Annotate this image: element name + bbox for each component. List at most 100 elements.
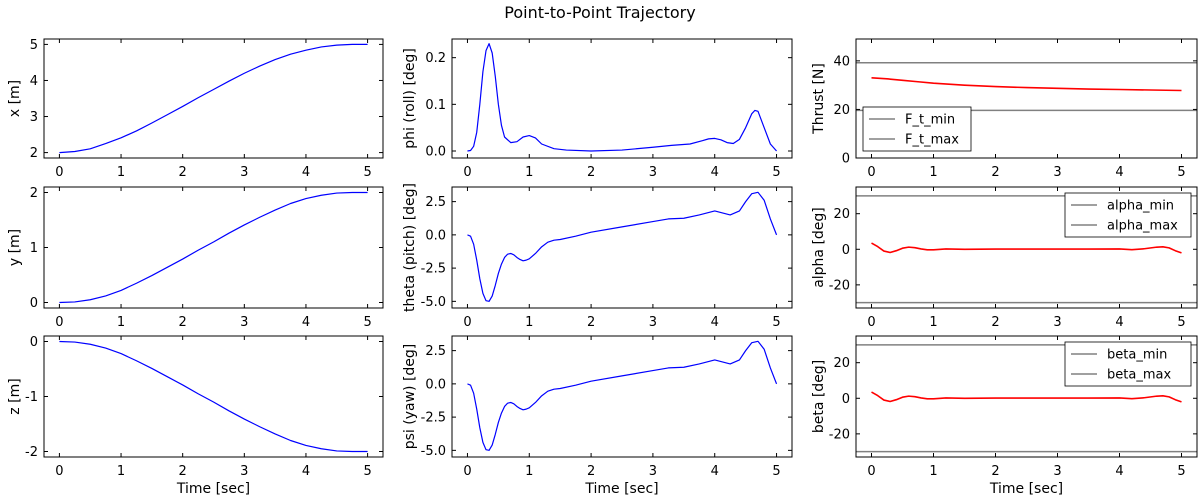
y-tick-label: 0.0 [425, 145, 446, 160]
x-tick-label: 2 [179, 464, 187, 479]
y-tick-label: 5 [30, 38, 38, 53]
axes-frame-y [43, 186, 384, 309]
series-line-alpha [871, 242, 1182, 254]
x-tick-label: 1 [117, 315, 125, 330]
x-tick-label: 4 [302, 315, 310, 330]
x-tick-label: 5 [1177, 464, 1185, 479]
series-line-z [59, 340, 368, 453]
y-axis-label-phi: phi (roll) [deg] [402, 48, 418, 149]
panel-beta: 0 1 2 3 4 5 -20 0 20 beta [deg] Time [sec] beta_min… [811, 335, 1198, 497]
y-axis-label-theta: theta (pitch) [deg] [402, 183, 418, 312]
legend-alpha: alpha_min alpha_max [1064, 192, 1192, 238]
legend-label-beta_min: beta_min [1107, 348, 1167, 363]
x-tick-label: 5 [1177, 315, 1185, 330]
series-line-beta [871, 391, 1182, 403]
panel-thrust: 0 1 2 3 4 5 0 20 40 Thrust [N] F_t_min F_t_max [811, 38, 1198, 180]
y-tick-label: -2.5 [421, 411, 446, 426]
x-axis-label-z: Time [sec] [176, 481, 250, 497]
series-line-thrust [871, 77, 1182, 92]
x-tick-label: 3 [240, 315, 248, 330]
x-tick-label: 1 [525, 464, 533, 479]
x-tick-label: 2 [587, 464, 595, 479]
x-tick-label: 5 [363, 315, 371, 330]
x-tick-label: 5 [772, 165, 780, 180]
panel-x: 0 1 2 3 4 5 2 3 4 5 x [m] [7, 38, 384, 180]
x-tick-label: 5 [772, 464, 780, 479]
y-tick-label: 20 [833, 207, 850, 222]
x-tick-label: 3 [240, 464, 248, 479]
x-tick-label: 1 [929, 315, 937, 330]
x-tick-label: 0 [55, 315, 63, 330]
axes-frame-x [43, 38, 384, 159]
y-tick-label: 0.2 [425, 51, 446, 66]
x-axis-label-beta: Time [sec] [989, 481, 1063, 497]
series-line-psi [467, 340, 778, 451]
y-tick-label: 3 [30, 110, 38, 125]
x-tick-label: 4 [302, 165, 310, 180]
y-tick-label: 0.1 [425, 98, 446, 113]
legend-box [862, 106, 972, 152]
y-tick-label: 20 [833, 103, 850, 118]
y-tick-label: 0 [30, 296, 38, 311]
y-tick-label: 0 [842, 392, 850, 407]
axes-frame-z [43, 335, 384, 458]
x-tick-label: 0 [55, 165, 63, 180]
y-axis-label-thrust: Thrust [N] [811, 63, 827, 135]
y-tick-label: 2.5 [425, 195, 446, 210]
x-tick-label: 4 [302, 464, 310, 479]
x-tick-label: 5 [363, 464, 371, 479]
x-tick-label: 1 [525, 315, 533, 330]
x-axis-label-psi: Time [sec] [584, 481, 658, 497]
figure-title: Point-to-Point Trajectory [504, 3, 695, 22]
y-tick-label: -2.5 [421, 262, 446, 277]
y-axis-label-psi: psi (yaw) [deg] [402, 344, 418, 450]
x-tick-label: 0 [867, 464, 875, 479]
x-tick-label: 0 [55, 464, 63, 479]
x-tick-label: 4 [711, 464, 719, 479]
y-axis-label-y: y [m] [7, 229, 23, 266]
axes-frame-beta [855, 335, 1198, 458]
x-tick-label: 2 [179, 165, 187, 180]
x-tick-label: 2 [991, 315, 999, 330]
x-tick-label: 1 [117, 464, 125, 479]
series-line-x [59, 43, 368, 154]
y-tick-label: -5.0 [421, 295, 446, 310]
y-tick-label: -20 [829, 427, 850, 442]
y-tick-label: 2 [30, 146, 38, 161]
panel-psi: 0 1 2 3 4 5 -5.0 -2.5 0.0 2.5 psi (yaw) [deg] Time … [402, 335, 793, 497]
legend-box [1064, 341, 1192, 387]
y-tick-label: -20 [829, 278, 850, 293]
panel-y: 0 1 2 3 4 5 0 1 2 y [m] [7, 186, 384, 330]
axes-frame-psi [451, 335, 793, 458]
panel-alpha: 0 1 2 3 4 5 -20 0 20 alpha [deg] alpha_min alpha_ma… [811, 186, 1198, 330]
y-axis-label-x: x [m] [7, 80, 23, 117]
y-tick-label: 0 [842, 152, 850, 167]
x-tick-label: 4 [711, 315, 719, 330]
y-tick-label: 2 [30, 186, 38, 201]
y-tick-label: 0.0 [425, 377, 446, 392]
x-tick-label: 1 [525, 165, 533, 180]
legend-beta: beta_min beta_max [1064, 341, 1192, 387]
legend-label-alpha_max: alpha_max [1107, 219, 1178, 234]
y-axis-label-beta: beta [deg] [811, 360, 827, 433]
x-tick-label: 1 [929, 165, 937, 180]
legend-label-F_t_min: F_t_min [905, 113, 955, 128]
x-tick-label: 1 [929, 464, 937, 479]
y-tick-label: 2.5 [425, 344, 446, 359]
x-tick-label: 0 [463, 315, 471, 330]
x-tick-label: 2 [991, 464, 999, 479]
legend-box [1064, 192, 1192, 238]
panel-theta: 0 1 2 3 4 5 -5.0 -2.5 0.0 2.5 theta (pitch) [deg] [402, 183, 793, 330]
y-tick-label: 20 [833, 356, 850, 371]
axes-frame-phi [451, 38, 793, 159]
y-axis-label-alpha: alpha [deg] [811, 207, 827, 288]
axes-frame-thrust [855, 38, 1198, 159]
x-tick-label: 4 [711, 165, 719, 180]
y-tick-label: 40 [833, 54, 850, 69]
series-line-y [59, 191, 368, 304]
series-line-theta [467, 191, 778, 302]
legend-label-F_t_max: F_t_max [905, 133, 959, 148]
x-tick-label: 2 [587, 165, 595, 180]
